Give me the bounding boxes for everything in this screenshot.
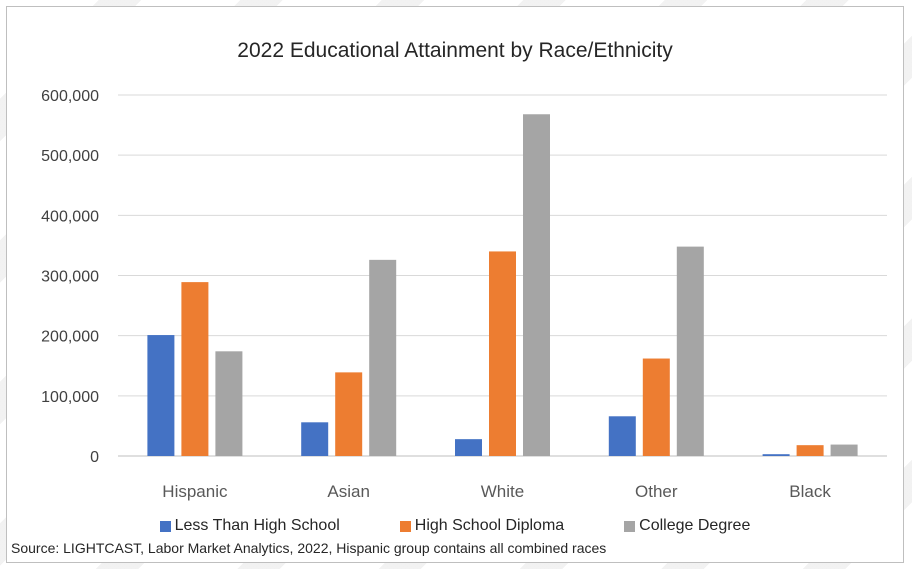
y-tick-label: 600,000	[41, 88, 99, 105]
x-tick-label: Black	[789, 482, 831, 501]
y-tick-label: 400,000	[41, 208, 99, 225]
bar-less-than-high-school-asian	[301, 422, 329, 456]
y-tick-label: 0	[90, 449, 99, 466]
legend-swatch	[624, 520, 636, 532]
bar-college-degree-asian	[369, 259, 397, 456]
bar-college-degree-white	[523, 114, 550, 457]
legend-label: Less Than High School	[174, 517, 340, 534]
bar-less-than-high-school-black	[762, 454, 790, 456]
x-tick-label: Hispanic	[162, 482, 228, 501]
legend-item: Less Than High School	[159, 517, 340, 535]
bar-college-degree-other	[676, 246, 704, 456]
legend-label: High School Diploma	[414, 517, 565, 534]
source-note: Source: LIGHTCAST, Labor Market Analytic…	[11, 540, 607, 556]
x-tick-label: White	[481, 482, 524, 501]
chart-plot: 0 100,000 200,000 300,000 400,000 500,000 600,…	[41, 88, 887, 501]
bar-less-than-high-school-other	[608, 416, 636, 456]
legend-swatch	[159, 520, 171, 532]
bar-high-school-diploma-other	[642, 358, 670, 456]
bar-less-than-high-school-white	[455, 439, 482, 456]
bar-high-school-diploma-white	[489, 251, 516, 456]
chart-title: 2022 Educational Attainment by Race/Ethn…	[237, 39, 673, 62]
legend-item: High School Diploma	[399, 517, 565, 535]
x-tick-label: Asian	[327, 482, 370, 501]
chart-legend: Less Than High School High School Diploma…	[7, 517, 903, 535]
chart-container: 2022 Educational Attainment by Race/Ethn…	[6, 6, 904, 563]
bar-high-school-diploma-hispanic	[181, 282, 209, 456]
x-tick-label: Other	[635, 482, 678, 501]
bar-less-than-high-school-hispanic	[147, 335, 175, 456]
y-tick-label: 300,000	[41, 269, 99, 286]
y-tick-label: 200,000	[41, 329, 99, 346]
bar-college-degree-black	[830, 444, 858, 456]
bar-high-school-diploma-asian	[335, 372, 363, 456]
legend-item: College Degree	[624, 517, 750, 535]
legend-label: College Degree	[639, 517, 751, 534]
bar-high-school-diploma-black	[796, 445, 824, 456]
y-tick-label: 100,000	[41, 389, 99, 406]
bar-college-degree-hispanic	[215, 351, 243, 456]
legend-swatch	[399, 520, 411, 532]
y-tick-label: 500,000	[41, 148, 99, 165]
